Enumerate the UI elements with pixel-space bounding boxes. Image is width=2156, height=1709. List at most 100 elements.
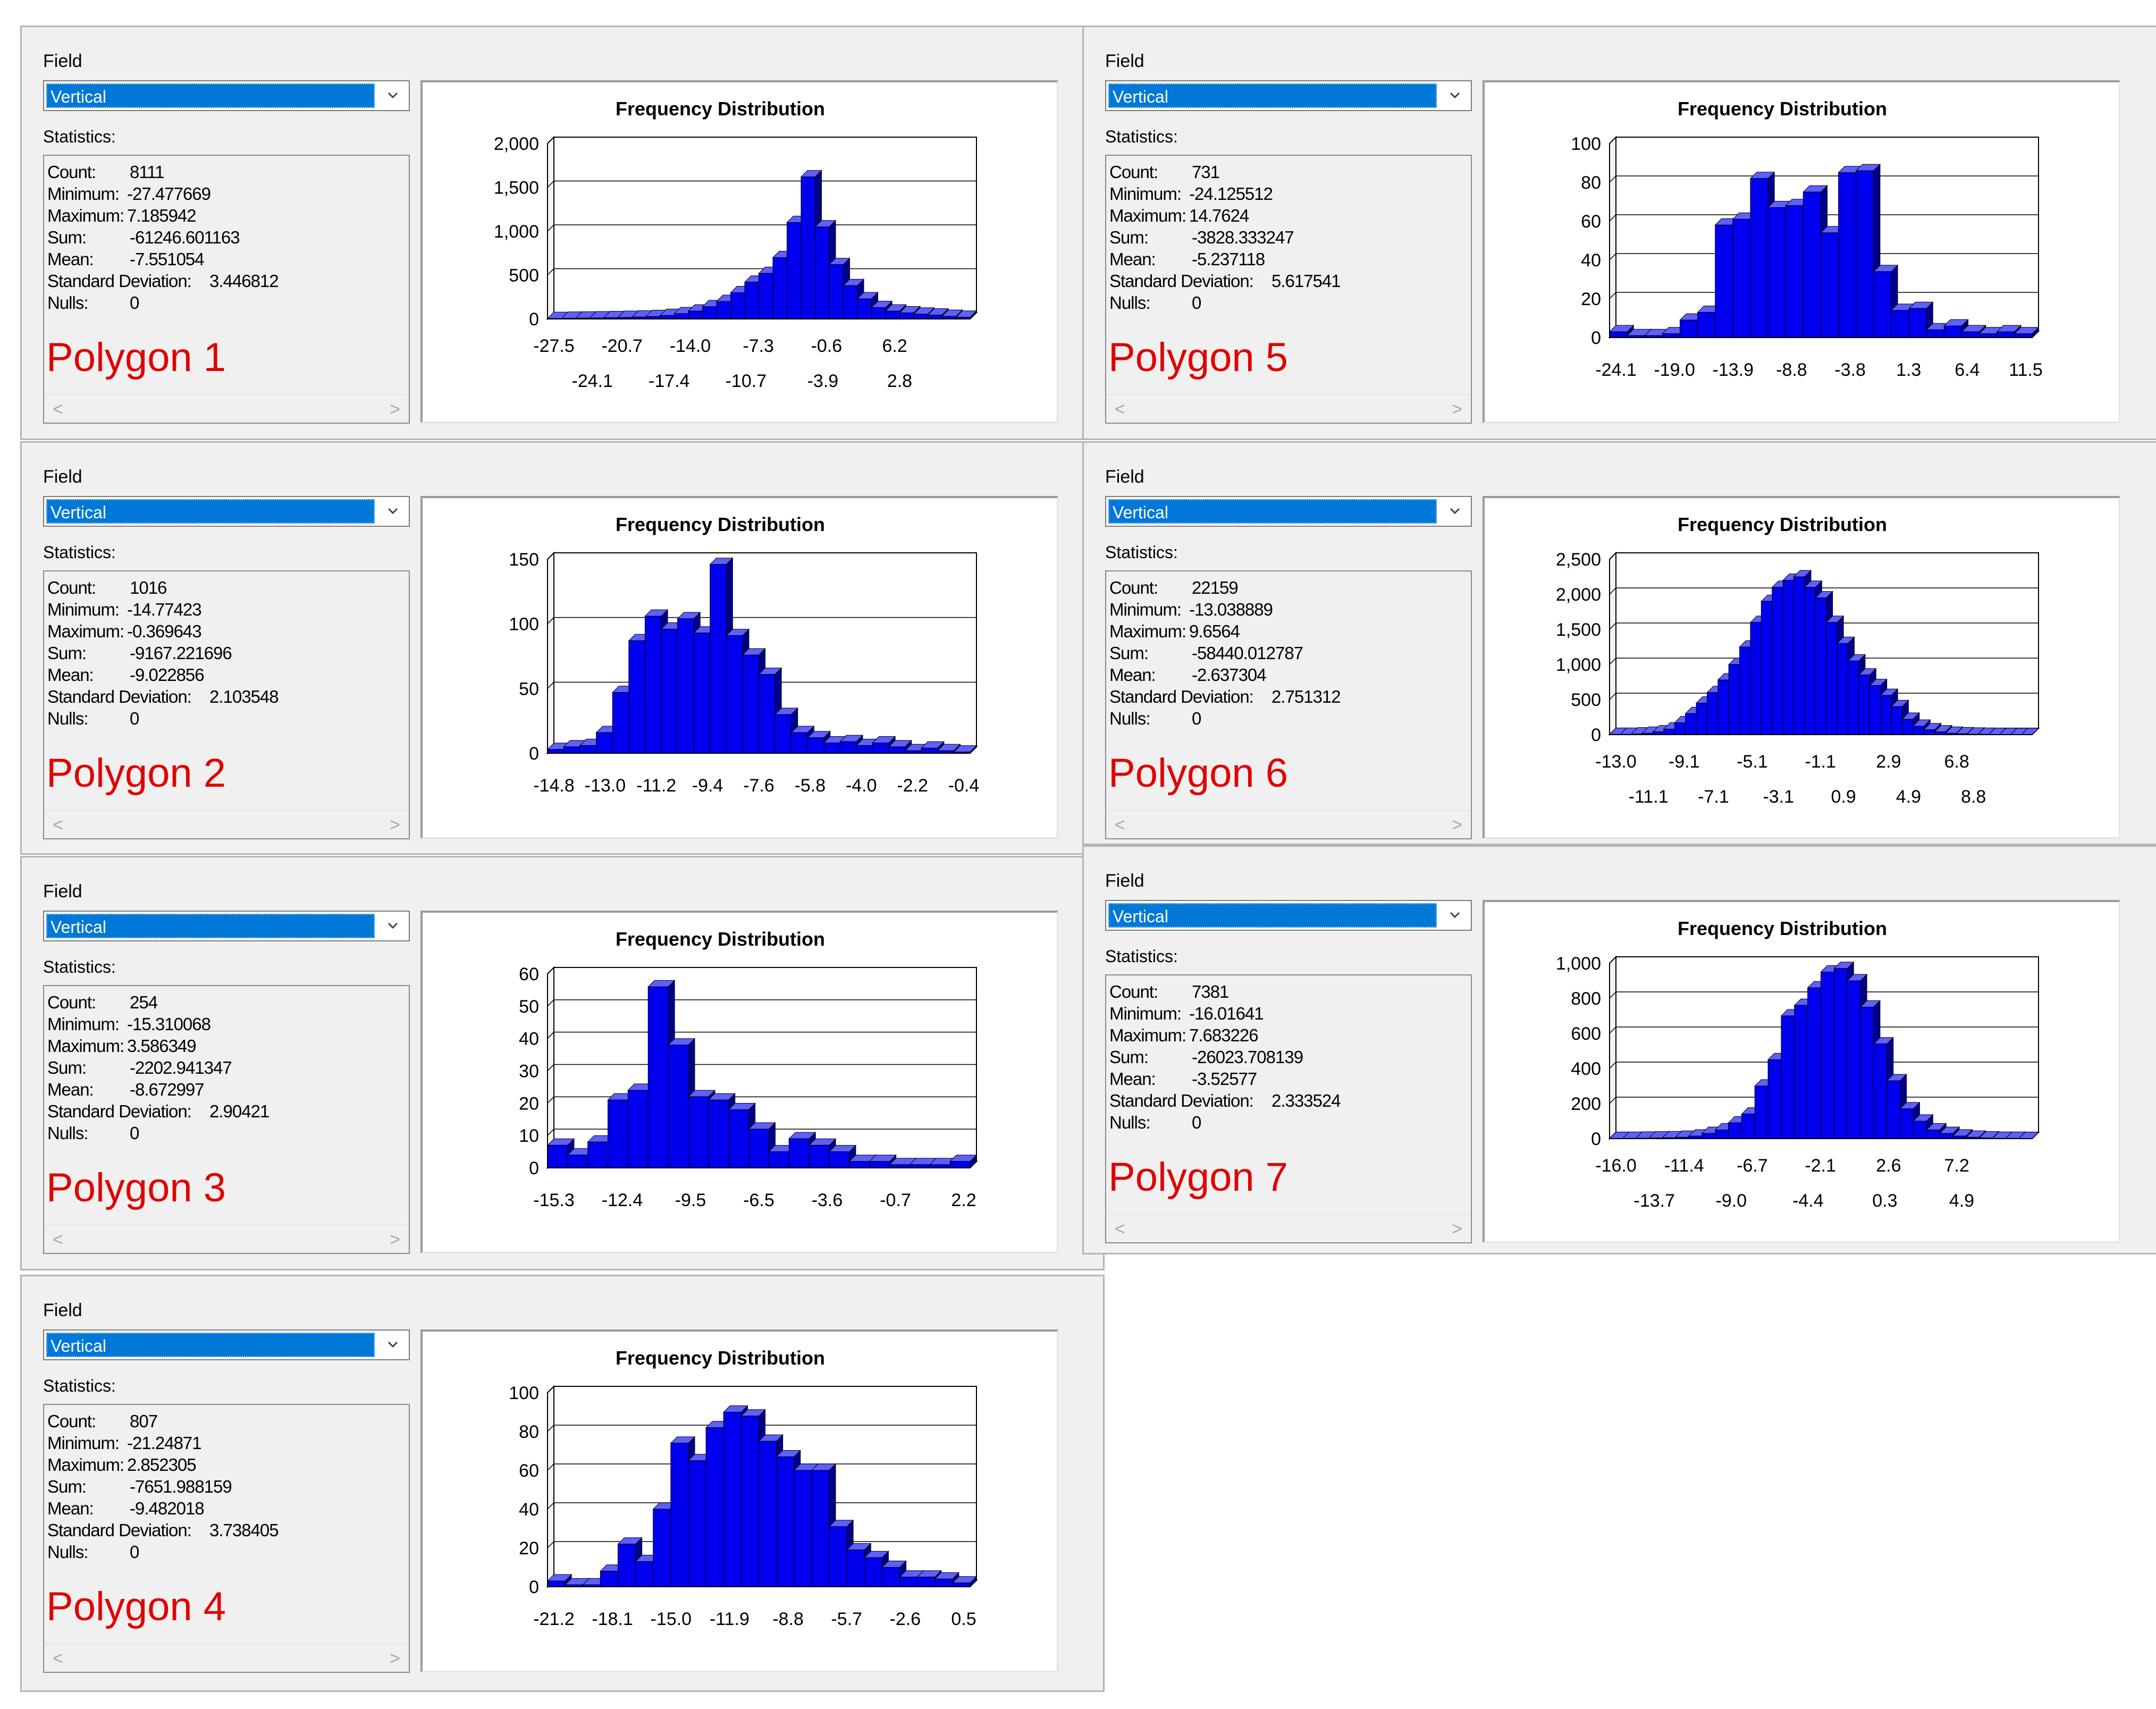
field-selected-value[interactable]: Vertical: [46, 914, 375, 938]
y-tick-label: 100: [509, 1383, 539, 1403]
stat-maximum: Maximum: -0.369643: [47, 621, 202, 642]
y-tick-label: 60: [519, 964, 539, 984]
field-dropdown[interactable]: Vertical: [1105, 496, 1472, 527]
gridline-depth: [547, 999, 554, 1007]
statistics-panel-3: Field Vertical Statistics: Count: 254 Min…: [20, 856, 1105, 1270]
statistics-box: Count: 254 Minimum: -15.310068 Maximum: 3.5…: [43, 985, 410, 1254]
y-tick-label: 1,000: [1556, 954, 1601, 974]
statistics-box: Count: 22159 Minimum: -13.038889 Maximum: 9…: [1105, 570, 1472, 839]
field-dropdown[interactable]: Vertical: [1105, 900, 1472, 931]
field-selected-value[interactable]: Vertical: [46, 499, 375, 524]
gridline-depth: [547, 967, 554, 974]
field-selected-value[interactable]: Vertical: [1108, 903, 1437, 928]
chevron-down-icon[interactable]: [377, 497, 409, 526]
field-selected-value[interactable]: Vertical: [1108, 83, 1437, 108]
scroll-left-icon[interactable]: <: [1115, 399, 1125, 419]
statistics-box: Count: 7381 Minimum: -16.01641 Maximum: 7.6…: [1105, 974, 1472, 1243]
stat-key: Count:: [1109, 578, 1158, 597]
y-tick-label: 20: [1581, 289, 1601, 309]
x-tick-label: -0.6: [811, 336, 843, 356]
stat-count: Count: 1016: [47, 578, 167, 598]
frequency-chart: Frequency Distribution 100 80 60 40 20 0 -21.2…: [509, 1347, 978, 1629]
chevron-down-icon[interactable]: [377, 1331, 409, 1359]
stat-key: Standard Deviation:: [47, 271, 192, 291]
stat-nulls: Nulls: 0: [47, 1123, 139, 1143]
stat-sum: Sum: -3828.333247: [1109, 228, 1294, 248]
horizontal-scrollbar[interactable]: < >: [44, 1225, 409, 1253]
field-label: Field: [43, 881, 82, 902]
scroll-left-icon[interactable]: <: [53, 1648, 63, 1669]
scroll-left-icon[interactable]: <: [53, 1230, 63, 1250]
field-dropdown[interactable]: Vertical: [43, 80, 410, 111]
histogram-bar: [1908, 301, 1934, 339]
horizontal-scrollbar[interactable]: < >: [44, 394, 409, 423]
stat-value: -21.24871: [127, 1433, 202, 1453]
y-tick-label: 1,500: [494, 178, 539, 198]
chevron-down-icon[interactable]: [1439, 81, 1471, 110]
chevron-down-icon[interactable]: [377, 81, 409, 110]
chevron-down-icon[interactable]: [1439, 497, 1471, 526]
scroll-left-icon[interactable]: <: [1115, 1219, 1125, 1239]
y-tick-label: 100: [1571, 134, 1601, 154]
field-label: Field: [1105, 871, 1144, 891]
x-tick-label: -4.0: [846, 776, 877, 796]
field-selected-value[interactable]: Vertical: [46, 83, 375, 108]
polygon-label: Polygon 5: [1108, 335, 1288, 380]
stat-minimum: Minimum: -14.77423: [47, 600, 202, 620]
stat-maximum: Maximum: 14.7624: [1109, 206, 1249, 226]
gridline-depth: [547, 1064, 554, 1072]
scroll-right-icon[interactable]: >: [390, 815, 400, 835]
plot-side-wall: [1609, 551, 1616, 736]
statistics-panel-4: Field Vertical Statistics: Count: 807 Min…: [20, 1275, 1105, 1692]
x-tick-label: -0.4: [948, 776, 980, 796]
horizontal-scrollbar[interactable]: < >: [44, 1644, 409, 1672]
scroll-left-icon[interactable]: <: [53, 815, 63, 835]
field-selected-value[interactable]: Vertical: [46, 1333, 375, 1357]
scroll-right-icon[interactable]: >: [1452, 1219, 1462, 1239]
stat-std-dev: Standard Deviation: 2.751312: [1109, 687, 1341, 707]
scroll-left-icon[interactable]: <: [53, 399, 63, 419]
gridline-depth: [547, 224, 554, 232]
field-dropdown[interactable]: Vertical: [43, 911, 410, 941]
x-tick-label: 0.9: [1831, 787, 1856, 807]
x-tick-label: -21.2: [533, 1609, 575, 1629]
frequency-chart-frame: Frequency Distribution 100 80 60 40 20 0 -21.2…: [420, 1329, 1058, 1672]
scroll-right-icon[interactable]: >: [390, 1648, 400, 1669]
stat-value: 731: [1192, 162, 1220, 182]
chevron-down-icon[interactable]: [377, 912, 409, 940]
stat-sum: Sum: -61246.601163: [47, 228, 240, 248]
scroll-right-icon[interactable]: >: [1452, 815, 1462, 835]
stat-value: 8111: [130, 162, 165, 182]
y-tick-label: 0: [529, 309, 539, 330]
scroll-right-icon[interactable]: >: [390, 1230, 400, 1250]
horizontal-scrollbar[interactable]: < >: [1106, 1214, 1471, 1242]
histogram-bar: [800, 170, 822, 320]
stat-key: Count:: [47, 1411, 96, 1431]
x-tick-label: -8.8: [1776, 360, 1807, 380]
stat-key: Maximum:: [47, 206, 124, 225]
field-dropdown[interactable]: Vertical: [43, 1329, 410, 1360]
scroll-right-icon[interactable]: >: [390, 399, 400, 419]
gridline-depth: [547, 1032, 554, 1039]
stat-value: -58440.012787: [1192, 643, 1303, 663]
gridline-depth: [1609, 552, 1616, 560]
stat-key: Mean:: [47, 249, 94, 269]
chart-title: Frequency Distribution: [616, 513, 825, 535]
field-selected-value[interactable]: Vertical: [1108, 499, 1437, 524]
polygon-label: Polygon 6: [1108, 751, 1288, 796]
scroll-left-icon[interactable]: <: [1115, 815, 1125, 835]
x-tick-label: 4.9: [1896, 787, 1921, 807]
field-dropdown[interactable]: Vertical: [43, 496, 410, 527]
y-tick-label: 150: [509, 550, 539, 570]
field-dropdown[interactable]: Vertical: [1105, 80, 1472, 111]
stat-key: Standard Deviation:: [1109, 271, 1254, 291]
horizontal-scrollbar[interactable]: < >: [44, 810, 409, 838]
horizontal-scrollbar[interactable]: < >: [1106, 394, 1471, 423]
stat-value: -8.672997: [130, 1080, 205, 1099]
y-tick-label: 40: [519, 1500, 539, 1520]
x-tick-label: -8.8: [772, 1609, 804, 1629]
scroll-right-icon[interactable]: >: [1452, 399, 1462, 419]
horizontal-scrollbar[interactable]: < >: [1106, 810, 1471, 838]
gridline-depth: [547, 1129, 554, 1136]
chevron-down-icon[interactable]: [1439, 901, 1471, 930]
